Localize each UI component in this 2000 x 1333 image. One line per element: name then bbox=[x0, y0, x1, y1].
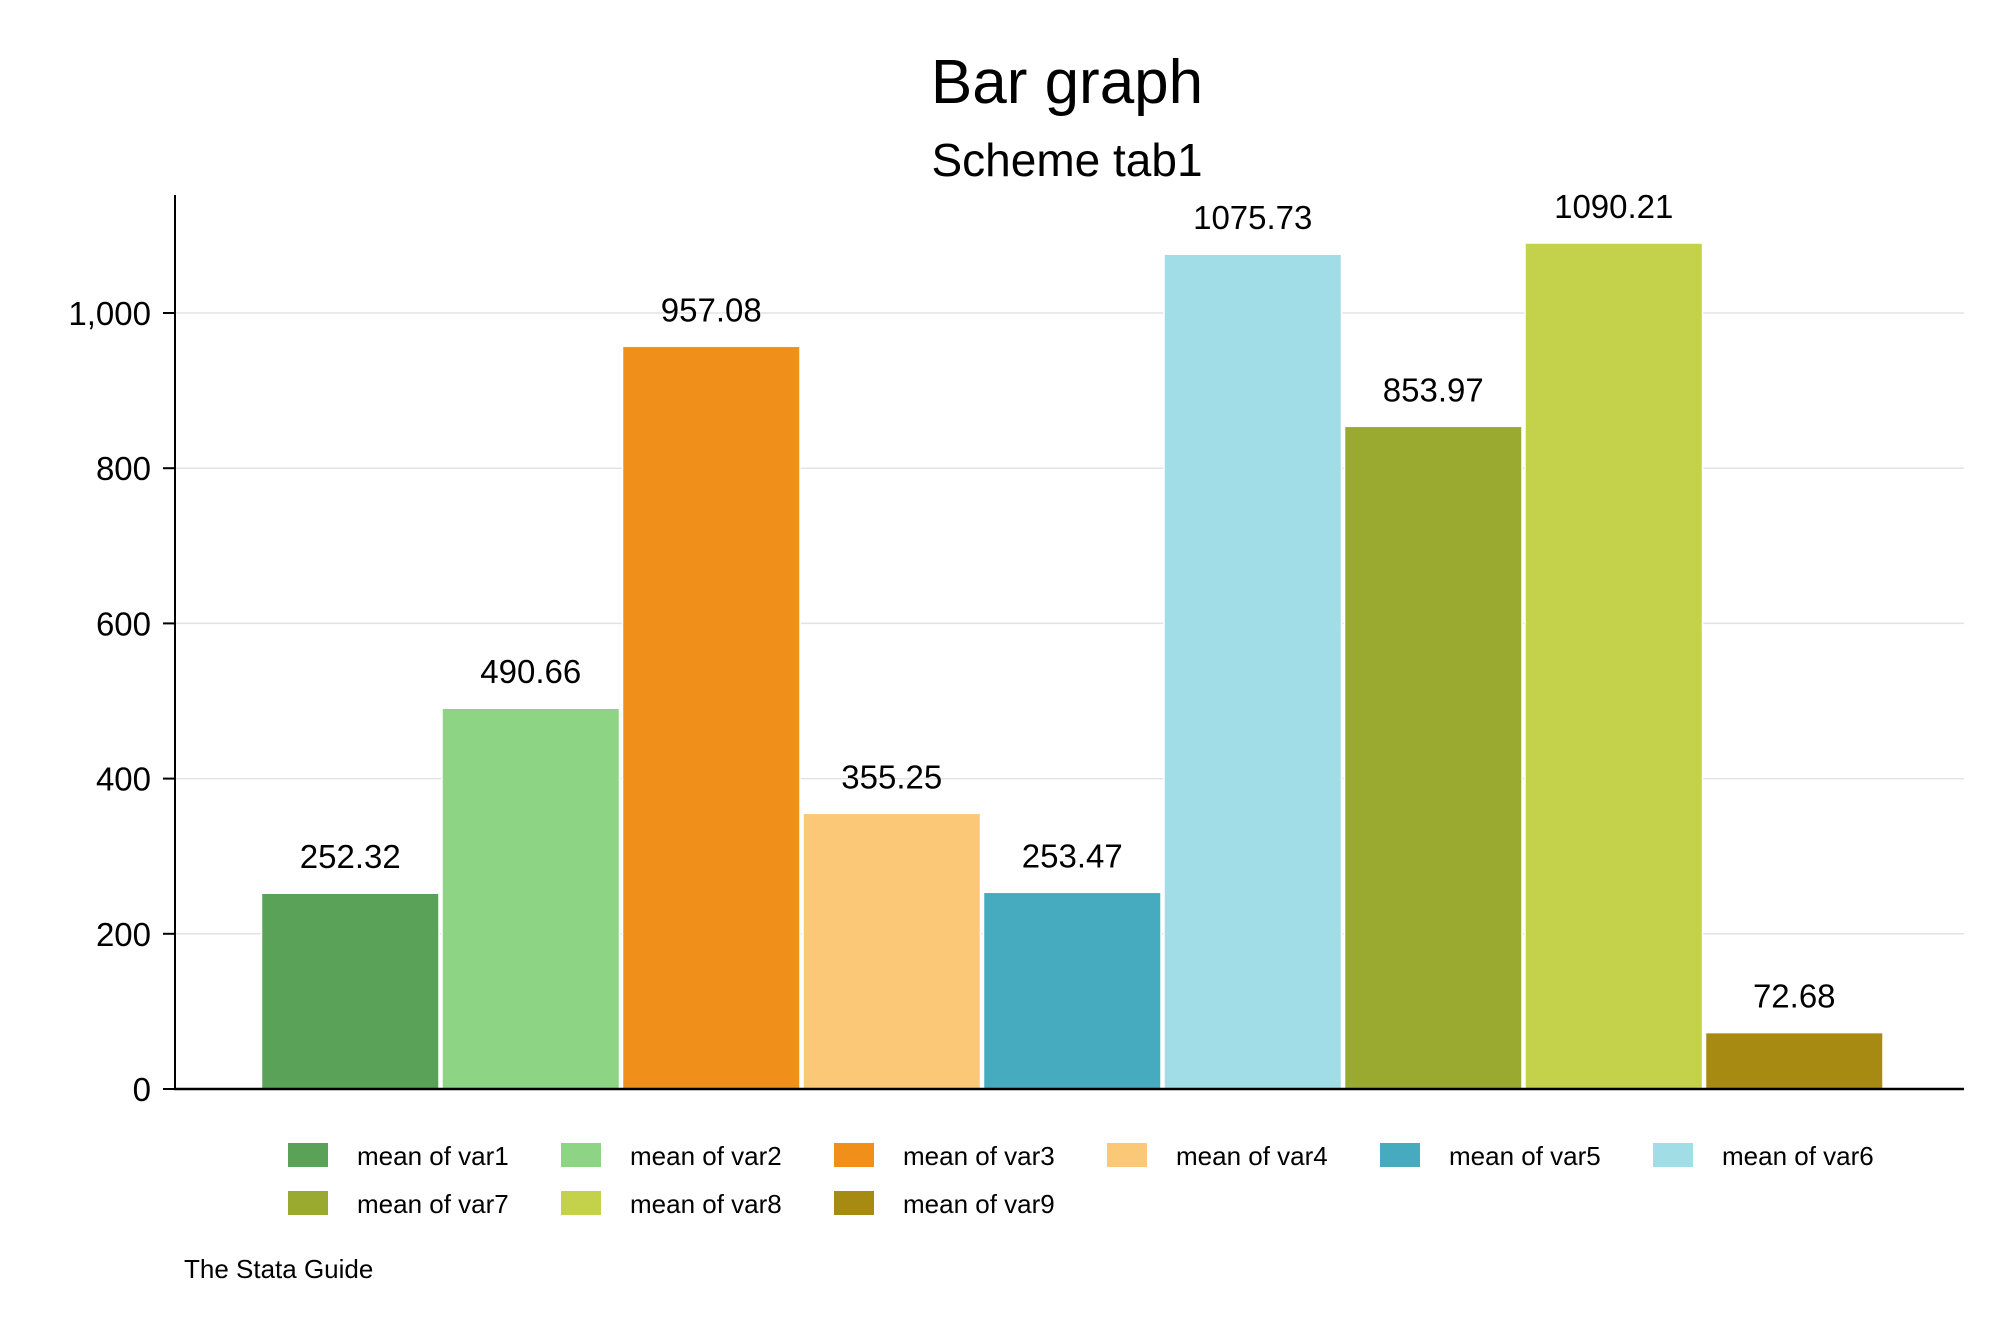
legend-label: mean of var2 bbox=[630, 1141, 782, 1171]
legend-label: mean of var7 bbox=[357, 1189, 509, 1219]
y-tick-label: 400 bbox=[96, 761, 151, 798]
legend-item: mean of var2 bbox=[561, 1141, 782, 1171]
bar-value-label: 1090.21 bbox=[1554, 188, 1673, 225]
legend: mean of var1 mean of var2 mean of var3 mean… bbox=[288, 1141, 1874, 1219]
legend-swatch bbox=[1653, 1143, 1693, 1167]
bar-value-label: 355.25 bbox=[841, 758, 942, 795]
bar-1 bbox=[260, 892, 440, 1090]
bar-value-label: 1075.73 bbox=[1193, 199, 1312, 236]
bar-3 bbox=[621, 345, 801, 1090]
y-tick-label: 1,000 bbox=[68, 295, 151, 332]
chart-note: The Stata Guide bbox=[184, 1254, 373, 1284]
bar-value-label: 957.08 bbox=[661, 291, 762, 328]
legend-swatch bbox=[834, 1143, 874, 1167]
legend-item: mean of var1 bbox=[288, 1141, 509, 1171]
bar-7 bbox=[1343, 425, 1523, 1090]
chart-subtitle: Scheme tab1 bbox=[931, 134, 1202, 186]
bar-9 bbox=[1704, 1031, 1884, 1090]
legend-label: mean of var3 bbox=[903, 1141, 1055, 1171]
y-tick-label: 800 bbox=[96, 450, 151, 487]
bar-value-label: 252.32 bbox=[300, 838, 401, 875]
legend-label: mean of var9 bbox=[903, 1189, 1055, 1219]
bar-value-label: 253.47 bbox=[1022, 837, 1123, 874]
bar-6 bbox=[1163, 253, 1343, 1090]
legend-item: mean of var7 bbox=[288, 1189, 509, 1219]
bar-8 bbox=[1524, 242, 1704, 1090]
legend-swatch bbox=[1380, 1143, 1420, 1167]
bar-value-label: 72.68 bbox=[1753, 978, 1836, 1015]
axes bbox=[174, 195, 1964, 1091]
legend-item: mean of var6 bbox=[1653, 1141, 1874, 1171]
bars bbox=[260, 242, 1884, 1090]
bar-value-label: 490.66 bbox=[480, 653, 581, 690]
bar-5 bbox=[982, 891, 1162, 1090]
legend-swatch bbox=[561, 1191, 601, 1215]
chart-title: Bar graph bbox=[931, 48, 1203, 117]
legend-item: mean of var9 bbox=[834, 1189, 1055, 1219]
bar-4 bbox=[802, 812, 982, 1090]
legend-item: mean of var8 bbox=[561, 1189, 782, 1219]
legend-item: mean of var5 bbox=[1380, 1141, 1601, 1171]
y-tick-label: 0 bbox=[133, 1071, 151, 1108]
bar-2 bbox=[441, 707, 621, 1090]
legend-swatch bbox=[1107, 1143, 1147, 1167]
legend-label: mean of var6 bbox=[1722, 1141, 1874, 1171]
bar-value-label: 853.97 bbox=[1383, 371, 1484, 408]
legend-label: mean of var5 bbox=[1449, 1141, 1601, 1171]
legend-label: mean of var1 bbox=[357, 1141, 509, 1171]
legend-label: mean of var4 bbox=[1176, 1141, 1328, 1171]
legend-item: mean of var4 bbox=[1107, 1141, 1328, 1171]
legend-swatch bbox=[561, 1143, 601, 1167]
legend-swatch bbox=[288, 1143, 328, 1167]
y-tick-label: 200 bbox=[96, 916, 151, 953]
y-ticks: 0 200 400 600 800 1,000 bbox=[68, 295, 175, 1108]
legend-swatch bbox=[288, 1191, 328, 1215]
legend-label: mean of var8 bbox=[630, 1189, 782, 1219]
legend-swatch bbox=[834, 1191, 874, 1215]
y-tick-label: 600 bbox=[96, 605, 151, 642]
legend-item: mean of var3 bbox=[834, 1141, 1055, 1171]
value-labels: 252.32 490.66 957.08 355.25 253.47 1075.73 853… bbox=[300, 188, 1836, 1015]
